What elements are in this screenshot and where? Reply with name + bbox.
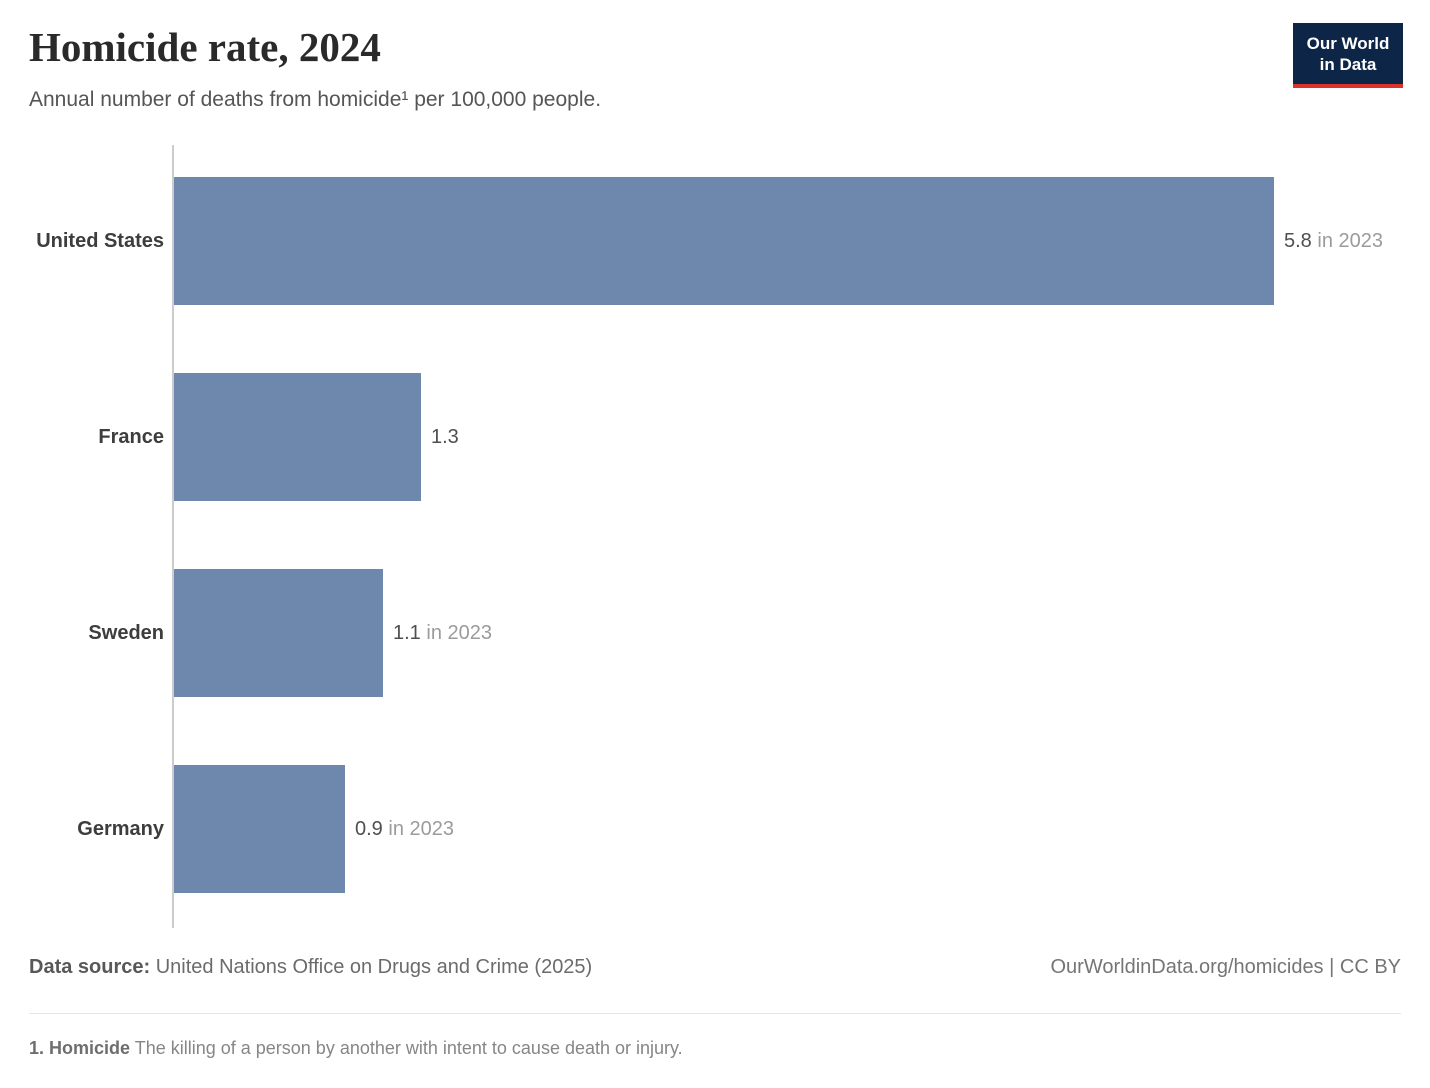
owid-logo[interactable]: Our World in Data <box>1293 23 1403 88</box>
bar-row: United States 5.8 in 2023 <box>0 177 1430 305</box>
value-label: 1.3 <box>431 425 459 448</box>
year-note: in 2023 <box>382 817 454 840</box>
value-label: 0.9 <box>355 817 383 840</box>
bar-row: Sweden 1.1 in 2023 <box>0 569 1430 697</box>
bar-row: Germany 0.9 in 2023 <box>0 765 1430 893</box>
bar[interactable] <box>174 569 383 697</box>
value-label-group: 1.3 <box>431 373 459 501</box>
bar-row: France 1.3 <box>0 373 1430 501</box>
plot-area: United States 5.8 in 2023 France 1.3 Sweden 1… <box>0 145 1430 928</box>
data-source-label: Data source: <box>29 956 151 978</box>
year-note: in 2023 <box>1311 229 1383 252</box>
year-note: in 2023 <box>420 621 492 644</box>
footnote-text: The killing of a person by another with … <box>130 1038 683 1058</box>
source-row: Data source: United Nations Office on Dr… <box>29 956 1401 979</box>
value-label-group: 0.9 in 2023 <box>355 765 454 893</box>
chart-title: Homicide rate, 2024 <box>29 24 381 70</box>
bar[interactable] <box>174 373 421 501</box>
country-label: France <box>98 425 164 448</box>
bar[interactable] <box>174 177 1274 305</box>
value-label: 1.1 <box>393 621 421 644</box>
bar[interactable] <box>174 765 345 893</box>
value-label-group: 5.8 in 2023 <box>1284 177 1383 305</box>
value-label: 5.8 <box>1284 229 1312 252</box>
data-source: Data source: United Nations Office on Dr… <box>29 956 592 979</box>
footnote-label: 1. Homicide <box>29 1038 131 1058</box>
footnote: 1. Homicide The killing of a person by a… <box>29 1038 1401 1059</box>
owid-logo-line2: in Data <box>1319 54 1377 74</box>
country-label: Sweden <box>88 621 164 644</box>
attribution-link[interactable]: OurWorldinData.org/homicides | CC BY <box>1050 956 1401 978</box>
y-axis-line <box>172 145 174 928</box>
value-label-group: 1.1 in 2023 <box>393 569 492 697</box>
data-source-value[interactable]: United Nations Office on Drugs and Crime… <box>150 956 593 978</box>
country-label: Germany <box>77 817 164 840</box>
owid-logo-line1: Our World <box>1306 33 1390 53</box>
country-label: United States <box>36 229 164 252</box>
chart-subtitle: Annual number of deaths from homicide¹ p… <box>29 88 602 111</box>
footer-divider <box>29 1013 1401 1014</box>
